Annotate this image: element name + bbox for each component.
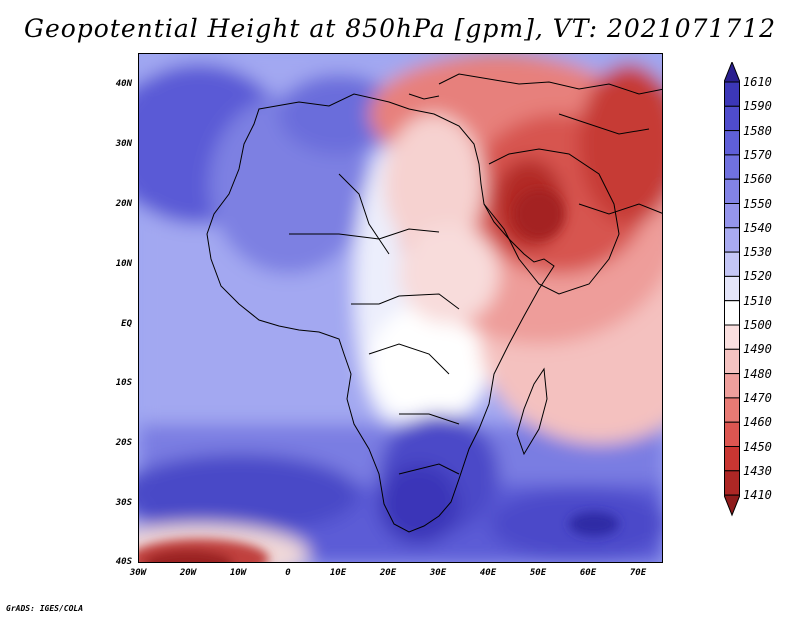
colorbar-label: 1480 [743, 366, 772, 381]
colorbar-cell [724, 178, 740, 204]
colorbar-cell [724, 324, 740, 350]
lon-label-10e: 10E [329, 568, 347, 578]
colorbar-cell [724, 227, 740, 253]
colorbar-cell [724, 421, 740, 448]
colorbar-label: 1450 [743, 439, 772, 454]
lon-label-20w: 20W [179, 568, 197, 578]
map-plot-area [138, 53, 663, 563]
lat-label-20n: 20N [115, 199, 132, 209]
colorbar-label: 1570 [743, 147, 772, 162]
colorbar-label: 1610 [743, 75, 772, 89]
lon-label-10w: 10W [229, 568, 247, 578]
colorbar-cell [724, 397, 740, 423]
lat-label-10s: 10S [115, 378, 132, 388]
colorbar-label: 1510 [743, 293, 772, 308]
colorbar-label: 1590 [743, 99, 772, 114]
colorbar-label: 1550 [743, 196, 772, 211]
colorbar-cell [724, 130, 740, 156]
map-title: Geopotential Height at 850hPa [gpm], VT:… [23, 14, 777, 43]
colorbar-cell [724, 446, 740, 472]
lon-label-20e: 20E [379, 568, 397, 578]
grads-credit: GrADS: IGES/COLA [6, 604, 84, 613]
colorbar-label: 1460 [743, 415, 772, 430]
colorbar-cell [724, 373, 740, 399]
colorbar-top-triangle [724, 62, 740, 83]
lon-label-70e: 70E [629, 568, 647, 578]
colorbar-label: 1540 [743, 220, 772, 235]
colorbar-cell [724, 251, 740, 277]
colorbar-label: 1490 [743, 342, 772, 357]
lon-label-60e: 60E [579, 568, 597, 578]
colorbar-label: 1470 [743, 390, 772, 405]
lon-label-50e: 50E [529, 568, 547, 578]
colorbar-label: 1430 [743, 463, 772, 478]
lat-label-10n: 10N [115, 259, 132, 269]
lat-label-40n: 40N [115, 79, 132, 89]
lon-label-0: 0 [285, 568, 291, 578]
coastlines [206, 73, 662, 533]
lat-label-20s: 20S [115, 438, 132, 448]
colorbar-label: 1530 [743, 245, 772, 260]
colorbar-cell [724, 348, 740, 375]
colorbar-bottom-triangle [724, 494, 740, 517]
colorbar [724, 62, 740, 517]
colorbar-label: 1500 [743, 318, 772, 332]
lat-label-30n: 30N [115, 139, 132, 149]
colorbar-cell [724, 105, 740, 132]
colorbar-label: 1410 [743, 488, 772, 503]
lon-label-30w: 30W [129, 568, 147, 578]
colorbar-cell [724, 81, 740, 107]
colorbar-label: 1520 [743, 269, 772, 284]
colorbar-label: 1580 [743, 123, 772, 138]
lat-label-30s: 30S [115, 498, 132, 508]
colorbar-cell [724, 300, 740, 326]
lon-label-30e: 30E [429, 568, 447, 578]
colorbar-cell [724, 203, 740, 229]
colorbar-cells [724, 62, 740, 517]
lat-label-40s: 40S [115, 557, 132, 567]
colorbar-cell [724, 470, 740, 496]
lat-label-eq: EQ [121, 319, 132, 329]
colorbar-label: 1560 [743, 172, 772, 187]
colorbar-cell [724, 154, 740, 180]
geopotential-field [139, 54, 662, 562]
colorbar-cell [724, 275, 740, 302]
lon-label-40e: 40E [479, 568, 497, 578]
